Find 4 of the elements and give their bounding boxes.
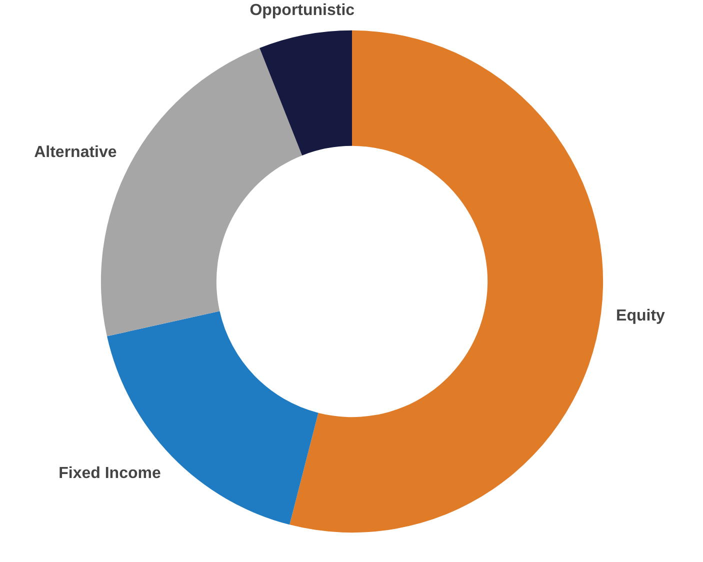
slice-label: Alternative bbox=[34, 144, 117, 161]
slice-label: Opportunistic bbox=[250, 2, 355, 20]
slice-label: Fixed Income bbox=[58, 464, 161, 482]
slice-label: Equity bbox=[616, 308, 666, 325]
